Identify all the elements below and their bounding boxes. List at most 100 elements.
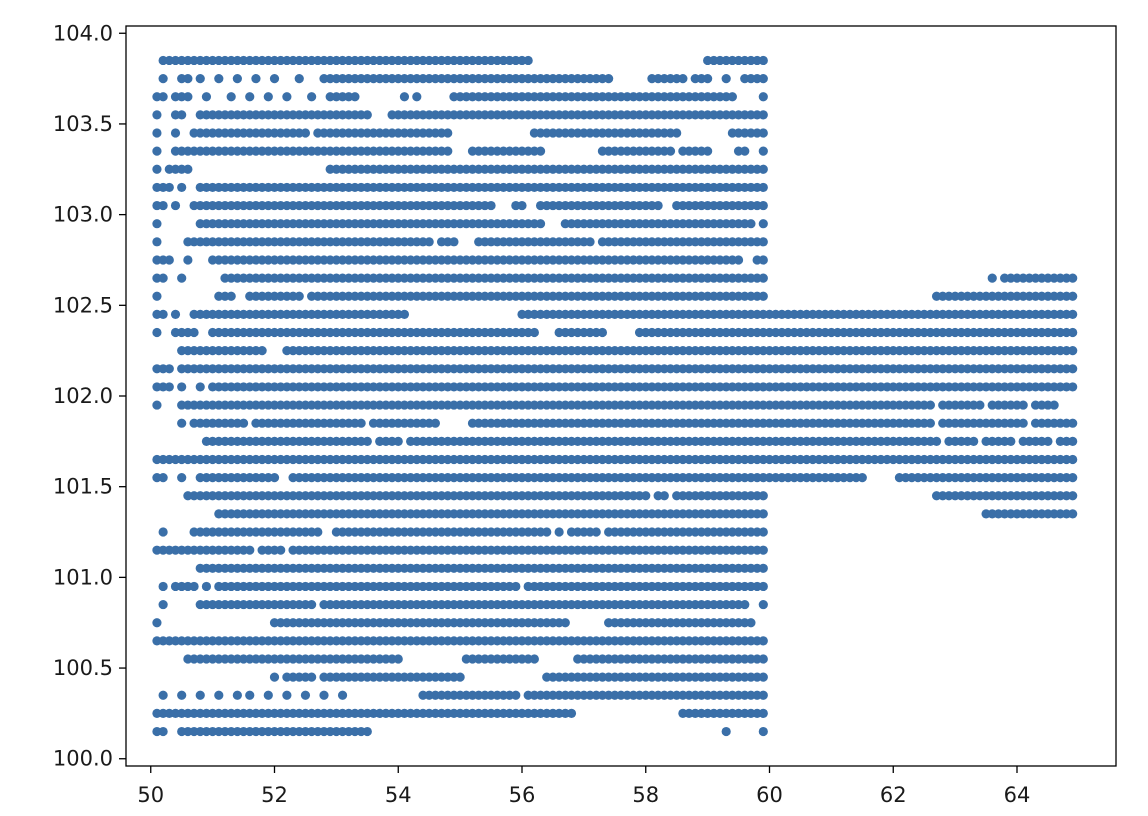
data-point xyxy=(758,636,768,646)
data-point xyxy=(158,599,168,610)
data-point xyxy=(653,200,663,211)
y-tick-label: 102.0 xyxy=(53,384,113,408)
data-point xyxy=(758,164,768,174)
data-point xyxy=(238,418,249,428)
data-point xyxy=(201,581,212,592)
data-point xyxy=(1068,454,1078,465)
data-point xyxy=(412,92,422,102)
y-tick-label: 104.0 xyxy=(53,21,113,45)
data-point xyxy=(449,237,459,247)
data-point xyxy=(758,146,768,156)
data-point xyxy=(727,92,737,102)
data-point xyxy=(164,182,174,193)
x-tick-label: 64 xyxy=(1004,783,1031,807)
y-axis-ticks: 100.0 100.5 101.0 101.5 102.0 102.5 103.0 103.5… xyxy=(53,21,126,771)
data-point xyxy=(226,92,236,102)
data-point xyxy=(758,128,768,138)
data-point xyxy=(362,110,372,120)
data-point xyxy=(542,527,552,537)
data-point xyxy=(362,726,372,737)
data-point xyxy=(183,92,193,102)
data-point xyxy=(214,74,224,84)
data-point xyxy=(758,291,768,301)
data-point xyxy=(529,327,539,338)
data-point xyxy=(1049,400,1059,410)
data-point xyxy=(399,92,410,102)
data-point xyxy=(164,382,174,392)
data-point xyxy=(170,200,181,211)
x-tick-label: 56 xyxy=(509,783,536,807)
data-point xyxy=(195,690,205,700)
data-point xyxy=(703,146,713,156)
y-tick-label: 100.5 xyxy=(53,656,113,680)
y-tick-label: 101.0 xyxy=(53,565,113,589)
data-point xyxy=(733,255,744,265)
data-point xyxy=(535,146,546,156)
data-point xyxy=(307,599,317,610)
data-point xyxy=(257,346,267,356)
data-point xyxy=(758,182,768,193)
data-point xyxy=(158,273,168,283)
data-point xyxy=(987,273,997,283)
data-point xyxy=(1068,309,1078,319)
data-point xyxy=(158,309,168,319)
data-point xyxy=(183,74,193,84)
data-point xyxy=(758,74,768,84)
data-point xyxy=(282,690,292,700)
data-point xyxy=(721,74,731,84)
data-point xyxy=(158,527,168,537)
data-point xyxy=(232,74,242,84)
data-point xyxy=(158,726,168,737)
data-point xyxy=(560,618,570,628)
data-point xyxy=(177,690,187,700)
data-point xyxy=(758,545,768,555)
data-point xyxy=(183,164,193,174)
data-point xyxy=(758,509,768,519)
x-tick-label: 54 xyxy=(385,783,412,807)
data-point xyxy=(177,182,187,193)
data-point xyxy=(164,364,174,374)
data-point xyxy=(269,74,280,84)
data-point xyxy=(282,92,292,102)
y-tick-label: 101.5 xyxy=(53,475,113,499)
data-point xyxy=(1068,491,1078,501)
data-point xyxy=(721,726,731,737)
data-point xyxy=(245,690,255,700)
data-point xyxy=(641,491,651,501)
data-point xyxy=(269,473,280,483)
data-point xyxy=(337,690,348,700)
data-point xyxy=(758,690,768,700)
data-point xyxy=(177,110,187,120)
data-point xyxy=(443,146,453,156)
data-point xyxy=(975,400,985,410)
data-point xyxy=(758,200,768,211)
data-point xyxy=(758,92,768,102)
data-point xyxy=(183,255,193,265)
data-point xyxy=(152,110,162,120)
data-point xyxy=(511,581,521,592)
data-point xyxy=(1068,436,1078,446)
data-point xyxy=(1068,382,1078,392)
scatter-points xyxy=(152,55,1078,737)
data-point xyxy=(177,418,187,428)
data-point xyxy=(189,327,199,338)
data-point xyxy=(672,128,682,138)
data-point xyxy=(740,146,750,156)
data-point xyxy=(455,672,465,682)
x-tick-label: 50 xyxy=(137,783,164,807)
data-point xyxy=(740,599,750,610)
data-point xyxy=(758,563,768,573)
data-point xyxy=(604,74,614,84)
data-point xyxy=(925,418,935,428)
data-point xyxy=(758,219,768,229)
x-tick-label: 58 xyxy=(632,783,659,807)
data-point xyxy=(245,92,255,102)
x-tick-label: 60 xyxy=(756,783,783,807)
data-point xyxy=(566,708,577,719)
data-point xyxy=(201,92,212,102)
data-point xyxy=(152,327,162,338)
data-point xyxy=(758,672,768,682)
data-point xyxy=(195,382,205,392)
x-tick-label: 62 xyxy=(880,783,907,807)
data-point xyxy=(307,672,317,682)
